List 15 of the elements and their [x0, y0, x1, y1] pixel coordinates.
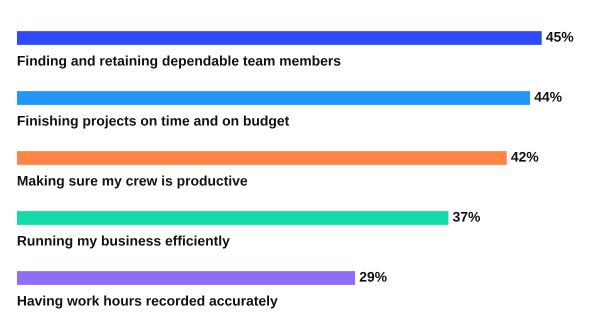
bar: [16, 31, 542, 45]
y-tick-label: Finishing projects on time and on budget: [18, 115, 290, 129]
data-label: 29%: [360, 272, 387, 282]
bar: [16, 211, 448, 225]
data-label: 44%: [534, 92, 562, 102]
y-tick-label: Having work hours recorded accurately: [18, 295, 278, 309]
bar: [16, 151, 507, 165]
data-label: 45%: [546, 32, 574, 42]
bar: [16, 91, 530, 105]
y-tick-label: Running my business efficiently: [18, 235, 230, 249]
data-label: 37%: [452, 212, 480, 222]
data-label: 42%: [511, 152, 538, 162]
y-tick-label: Finding and retaining dependable team members: [18, 55, 340, 69]
y-tick-label: Making sure my crew is productive: [18, 175, 248, 189]
bar: [16, 271, 356, 285]
